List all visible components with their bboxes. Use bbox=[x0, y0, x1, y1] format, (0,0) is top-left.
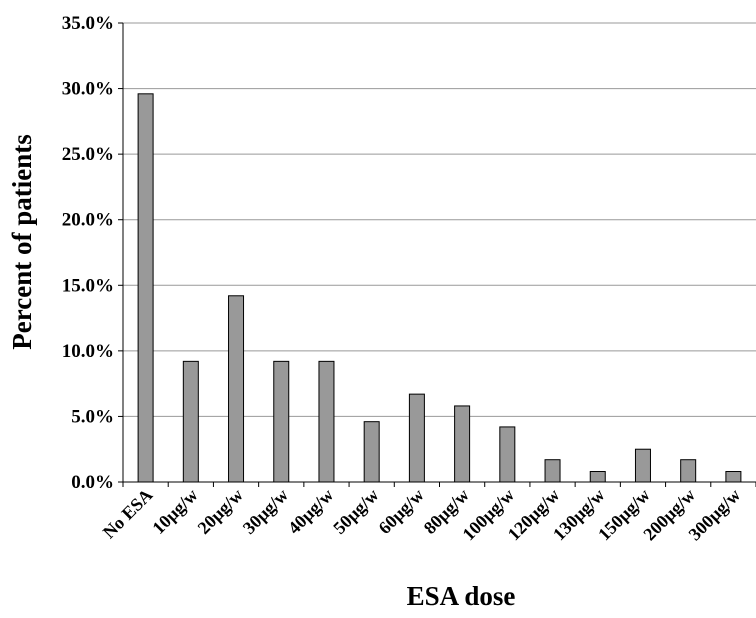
x-axis-label: ESA dose bbox=[407, 581, 516, 611]
bar-8 bbox=[499, 426, 516, 483]
x-tick-label-1: 10µg/w bbox=[148, 485, 201, 538]
bars bbox=[137, 93, 742, 483]
axes bbox=[118, 22, 756, 487]
x-tick-label-3: 30µg/w bbox=[239, 485, 292, 538]
bar-13 bbox=[725, 471, 742, 483]
y-tick-label-4: 20.0% bbox=[62, 210, 114, 231]
bar-5 bbox=[363, 421, 380, 483]
bar-7 bbox=[454, 405, 471, 483]
y-tick-label-6: 30.0% bbox=[62, 79, 114, 100]
bar-1 bbox=[182, 360, 199, 483]
y-tick-label-3: 15.0% bbox=[62, 275, 114, 296]
x-tick-label-4: 40µg/w bbox=[284, 485, 337, 538]
bar-0 bbox=[137, 93, 154, 483]
y-tick-label-2: 10.0% bbox=[62, 341, 114, 362]
y-tick-label-0: 0.0% bbox=[71, 472, 114, 493]
bar-6 bbox=[408, 393, 425, 483]
x-tick-label-5: 50µg/w bbox=[329, 485, 382, 538]
x-tick-label-0: No ESA bbox=[99, 485, 157, 543]
bar-3 bbox=[273, 360, 290, 483]
y-axis-label: Percent of patients bbox=[7, 134, 37, 349]
y-tick-label-1: 5.0% bbox=[71, 406, 114, 427]
x-tick-label-2: 20µg/w bbox=[194, 485, 247, 538]
bar-2 bbox=[228, 295, 245, 483]
bar-9 bbox=[544, 459, 561, 483]
bar-11 bbox=[634, 448, 651, 483]
x-tick-label-6: 60µg/w bbox=[374, 485, 427, 538]
bar-10 bbox=[589, 471, 606, 483]
bar-12 bbox=[680, 459, 697, 483]
x-tick-labels: No ESA10µg/w20µg/w30µg/w40µg/w50µg/w60µg… bbox=[99, 485, 744, 545]
y-tick-label-7: 35.0% bbox=[62, 13, 114, 34]
gridlines bbox=[123, 22, 756, 417]
y-tick-labels: 0.0% 5.0% 10.0% 15.0% 20.0% 25.0% 30.0% 35.0% bbox=[62, 13, 114, 493]
bar-4 bbox=[318, 360, 335, 483]
y-tick-label-5: 25.0% bbox=[62, 144, 114, 165]
